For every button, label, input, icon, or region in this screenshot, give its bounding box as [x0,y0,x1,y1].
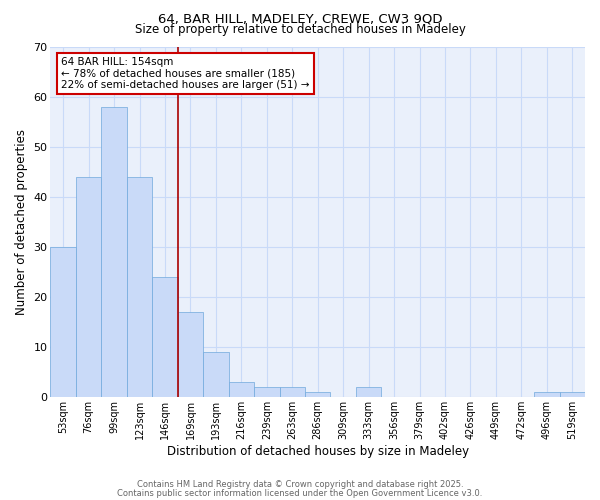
Bar [101,106,127,397]
Bar [560,392,585,397]
Bar [229,382,254,397]
Bar [280,387,305,397]
Bar [356,387,382,397]
Bar [76,176,101,397]
Text: Size of property relative to detached houses in Madeley: Size of property relative to detached ho… [134,22,466,36]
Bar [152,276,178,397]
Y-axis label: Number of detached properties: Number of detached properties [15,128,28,314]
Bar [254,387,280,397]
Bar [178,312,203,397]
Bar [305,392,331,397]
Bar [203,352,229,397]
Bar [50,246,76,397]
Text: 64 BAR HILL: 154sqm
← 78% of detached houses are smaller (185)
22% of semi-detac: 64 BAR HILL: 154sqm ← 78% of detached ho… [61,57,310,90]
Text: Contains public sector information licensed under the Open Government Licence v3: Contains public sector information licen… [118,488,482,498]
Bar [534,392,560,397]
X-axis label: Distribution of detached houses by size in Madeley: Distribution of detached houses by size … [167,444,469,458]
Text: Contains HM Land Registry data © Crown copyright and database right 2025.: Contains HM Land Registry data © Crown c… [137,480,463,489]
Bar [127,176,152,397]
Text: 64, BAR HILL, MADELEY, CREWE, CW3 9QD: 64, BAR HILL, MADELEY, CREWE, CW3 9QD [158,12,442,26]
